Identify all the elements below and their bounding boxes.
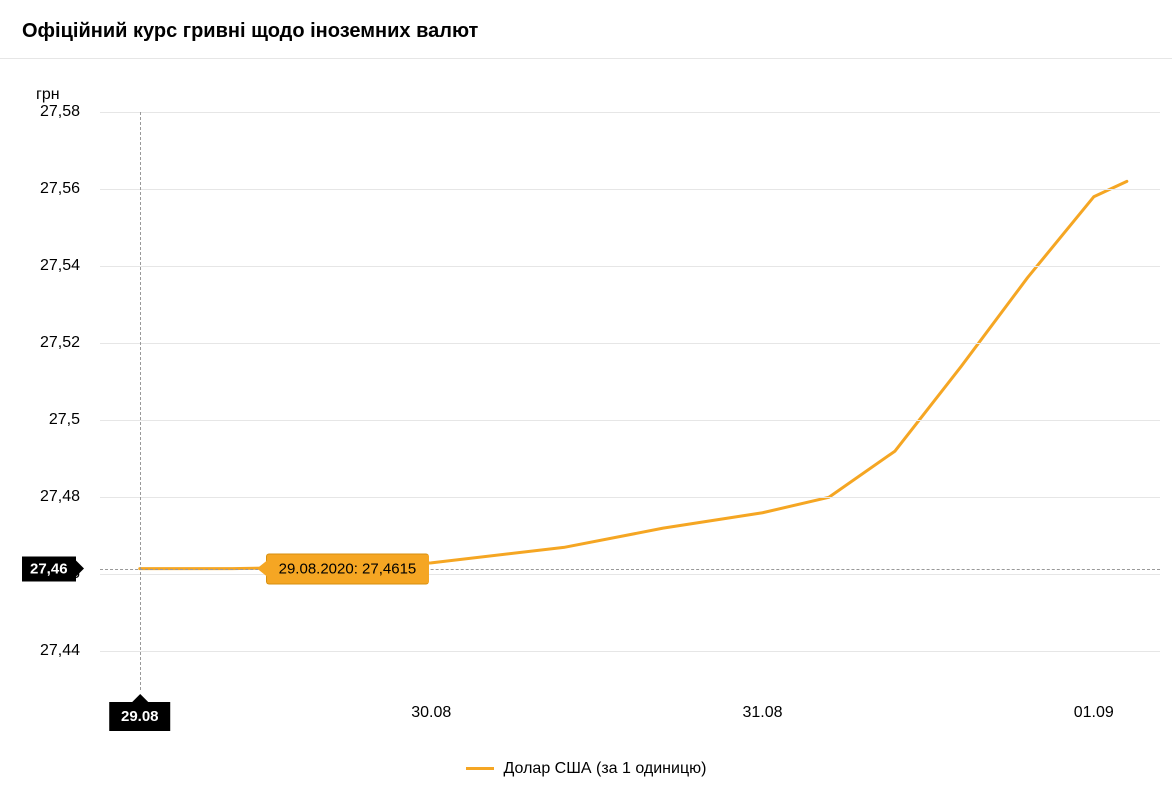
legend-swatch [466, 767, 494, 770]
gridline-horizontal [100, 651, 1160, 652]
chart-title: Офіційний курс гривні щодо іноземних вал… [22, 20, 478, 43]
gridline-horizontal [100, 343, 1160, 344]
x-tick-label: 31.08 [742, 704, 782, 722]
plot-area[interactable]: 27,4427,4627,4827,527,5227,5427,5627,583… [100, 112, 1160, 690]
crosshair-y-value-badge: 27,46 [22, 556, 76, 581]
y-tick-label: 27,52 [40, 334, 80, 352]
gridline-horizontal [100, 420, 1160, 421]
crosshair-vertical [140, 112, 141, 690]
gridline-horizontal [100, 497, 1160, 498]
tooltip: 29.08.2020: 27,4615 [266, 553, 430, 584]
x-tick-label: 30.08 [411, 704, 451, 722]
series-line [140, 181, 1127, 568]
y-tick-label: 27,5 [49, 411, 80, 429]
y-tick-label: 27,56 [40, 180, 80, 198]
x-tick-label: 01.09 [1074, 704, 1114, 722]
gridline-horizontal [100, 112, 1160, 113]
y-tick-label: 27,48 [40, 488, 80, 506]
chart-container: Офіційний курс гривні щодо іноземних вал… [0, 0, 1172, 800]
gridline-horizontal [100, 189, 1160, 190]
divider [0, 58, 1172, 59]
y-tick-label: 27,54 [40, 257, 80, 275]
legend-label: Долар США (за 1 одиницю) [504, 760, 707, 777]
y-axis-unit-label: грн [36, 86, 60, 104]
crosshair-x-value-badge: 29.08 [109, 702, 171, 731]
plot-svg [100, 112, 1160, 690]
y-tick-label: 27,58 [40, 103, 80, 121]
gridline-horizontal [100, 266, 1160, 267]
y-tick-label: 27,44 [40, 642, 80, 660]
legend: Долар США (за 1 одиницю) [0, 760, 1172, 778]
